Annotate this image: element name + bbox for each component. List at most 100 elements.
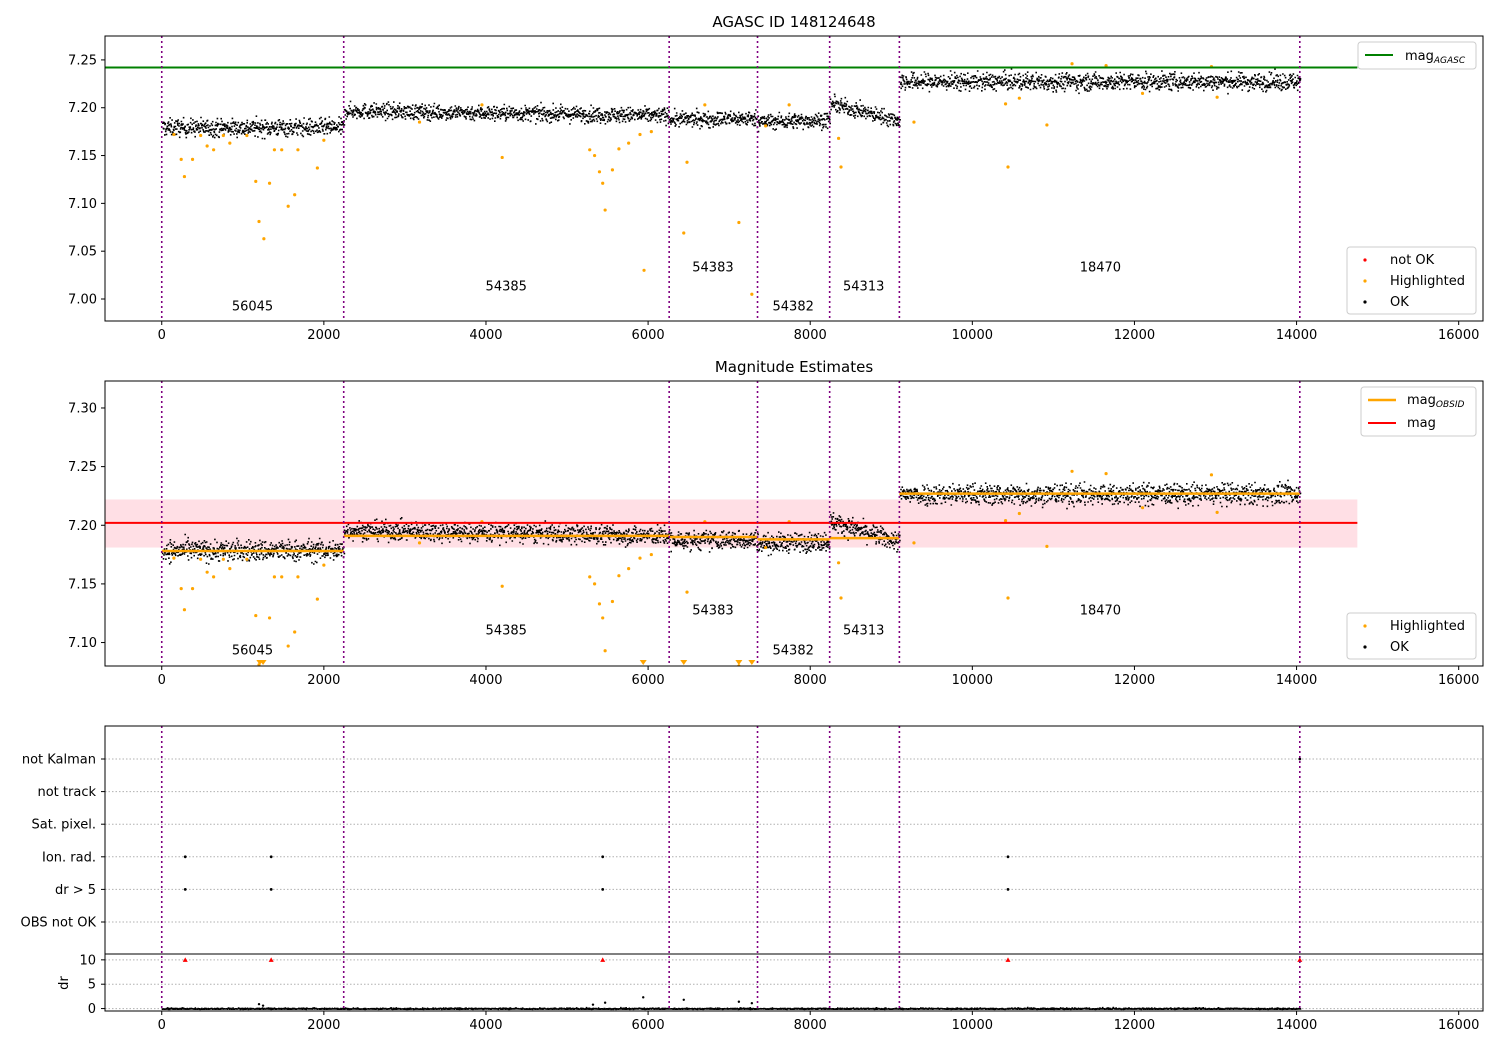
obsid-label: 54385 [486, 279, 527, 294]
flag-row-label: not track [37, 785, 96, 800]
x-tick-label: 0 [158, 673, 166, 688]
highlighted-point [603, 649, 607, 653]
highlighted-point [638, 556, 642, 560]
panel2-title: Magnitude Estimates [715, 358, 873, 376]
highlighted-point [597, 170, 602, 174]
panel1-legend-bottom: not OK Highlighted OK [1346, 246, 1477, 315]
panel1-legend-top: magAGASC [1357, 41, 1477, 70]
highlighted-point [182, 174, 187, 179]
flag-point [183, 888, 187, 891]
highlighted-point [315, 597, 319, 601]
flag-point [601, 855, 605, 859]
highlighted-point [1215, 510, 1219, 514]
dr-clipped-marker [600, 957, 606, 962]
highlighted-point [737, 220, 741, 225]
highlighted-point [592, 153, 597, 158]
highlighted-point [172, 556, 176, 560]
panel1-axes: 0 2000 4000 6000 8000 10000 12000 14000 16000 7.0… [68, 53, 1479, 343]
highlighted-point [642, 268, 646, 272]
highlighted-point [592, 582, 597, 586]
highlighted-point [322, 138, 326, 142]
y-tick-label: 7.15 [68, 577, 97, 592]
highlighted-point [267, 181, 272, 185]
legend-not-ok-marker [1363, 258, 1367, 262]
highlighted-point [839, 596, 843, 600]
out-of-range-marker [259, 660, 267, 665]
out-of-range-marker [680, 660, 688, 665]
x-tick-label: 6000 [632, 328, 665, 343]
y-tick-label: 7.20 [68, 101, 97, 116]
dr-spike-point [591, 1003, 595, 1006]
highlighted-point [1006, 165, 1010, 169]
highlighted-point [315, 166, 319, 170]
panel-magnitude-estimates: Magnitude Estimates 56045 54385 54383 54382… [68, 358, 1484, 688]
highlighted-point [836, 561, 841, 565]
highlighted-point [787, 103, 791, 107]
highlighted-point [228, 567, 232, 571]
highlighted-point [1003, 102, 1008, 106]
highlighted-point [1209, 473, 1214, 477]
dr-spike-point [737, 1000, 741, 1003]
dr-spike-point [642, 996, 645, 999]
dr-spike-point [682, 998, 685, 1001]
highlighted-point [296, 575, 300, 579]
x-tick-label: 8000 [794, 328, 827, 343]
x-tick-label: 10000 [952, 1018, 993, 1033]
highlighted-point [172, 132, 176, 137]
obsid-label: 54383 [692, 603, 733, 618]
y-tick-label: 7.30 [68, 401, 97, 416]
x-tick-label: 16000 [1438, 1018, 1479, 1033]
flag-point [601, 888, 605, 891]
dr-spike-point [750, 1002, 754, 1005]
panel-flags: not Kalman not track Sat. pixel. Ion. rad. d… [21, 725, 1484, 1033]
legend-ok-marker [1363, 645, 1367, 649]
panel2-legend-bottom: Highlighted OK [1346, 612, 1477, 660]
highlighted-point [601, 181, 605, 185]
highlighted-point [1045, 123, 1049, 127]
x-tick-label: 4000 [469, 328, 502, 343]
panel2-axes: 0 2000 4000 6000 8000 10000 12000 14000 16000 7.1… [68, 401, 1479, 688]
legend-highlighted-marker [1363, 279, 1367, 283]
highlighted-point [179, 586, 183, 591]
flag-point [269, 888, 273, 891]
highlighted-point [750, 292, 754, 296]
y-tick-label: 7.15 [68, 149, 97, 164]
y-tick-label: 7.10 [68, 636, 97, 651]
dr-clipped-marker [1005, 957, 1011, 962]
obsid-label: 54313 [843, 623, 884, 638]
flag-row-label: OBS not OK [21, 916, 97, 931]
highlighted-point [221, 557, 225, 561]
legend-highlighted-marker [1363, 624, 1367, 628]
highlighted-point [836, 136, 841, 140]
x-tick-label: 6000 [632, 673, 665, 688]
dr-tick-label: 5 [88, 978, 96, 993]
panel1-frame [104, 35, 1484, 322]
x-tick-label: 16000 [1438, 328, 1479, 343]
highlighted-point [280, 148, 284, 152]
highlighted-point [617, 574, 621, 578]
highlighted-point [293, 193, 297, 197]
obsid-label: 54313 [843, 279, 884, 294]
legend-obsid-label: magOBSID [1407, 393, 1465, 410]
out-of-range-marker [639, 660, 647, 665]
dr-points [161, 1006, 1302, 1011]
highlighted-point [610, 168, 615, 172]
highlighted-point [190, 586, 195, 591]
highlighted-point [212, 148, 216, 152]
highlighted-point [500, 155, 504, 160]
x-tick-label: 16000 [1438, 673, 1479, 688]
dr-clipped-marker [1297, 957, 1303, 962]
highlighted-point [272, 575, 277, 579]
highlighted-point [764, 124, 768, 128]
highlighted-point [1003, 518, 1008, 523]
obsid-label: 56045 [232, 299, 273, 314]
dr-spike-point [261, 1004, 265, 1007]
highlighted-point [257, 219, 261, 224]
flag-point [183, 855, 187, 859]
highlighted-point [417, 120, 422, 124]
dr-spike-point [257, 1002, 261, 1006]
highlighted-point [685, 590, 689, 594]
highlighted-point [179, 157, 183, 161]
dr-clipped-marker [268, 957, 274, 962]
